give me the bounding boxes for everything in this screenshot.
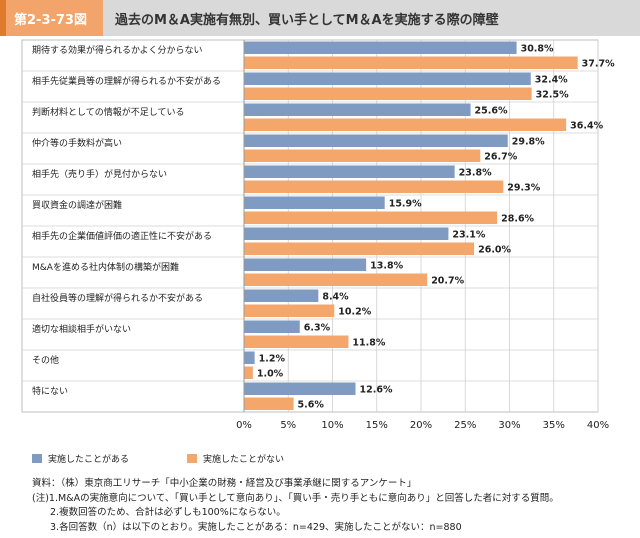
bar-series1 [244, 103, 471, 116]
category-label: 相手先の企業価値評価の適正性に不安がある [32, 230, 212, 242]
bar-series2 [244, 118, 567, 131]
legend-item-series1: 実施したことがある [32, 452, 129, 465]
data-label: 23.1% [452, 230, 485, 241]
data-label: 12.6% [360, 385, 393, 396]
bar-series2 [244, 87, 532, 100]
data-label: 29.8% [512, 137, 545, 148]
figure-title: 過去のM＆A実施有無別、買い手としてM＆Aを実施する際の障壁 [103, 0, 640, 36]
category-label: 特にない [32, 385, 68, 397]
x-tick-label: 35% [543, 420, 565, 431]
x-tick-label: 20% [410, 420, 432, 431]
data-label: 32.5% [536, 90, 569, 101]
data-label: 30.8% [521, 44, 554, 55]
note-source: 資料：（株）東京商工リサーチ「中小企業の財務・経営及び事業承継に関するアンケート… [32, 478, 417, 489]
bar-series2 [244, 397, 294, 410]
figure-header: 第2-3-73図 過去のM＆A実施有無別、買い手としてM＆Aを実施する際の障壁 [0, 0, 640, 36]
bar-chart: 0% 5% 10% 15% 20% 25% 30% 35% 40% 期待する効果が得られるかよく分… [21, 39, 615, 431]
data-label: 26.0% [478, 245, 511, 256]
bar-series1 [244, 227, 449, 240]
data-label: 13.8% [370, 261, 403, 272]
category-label: 期待する効果が得られるかよく分からない [32, 44, 203, 56]
data-label: 28.6% [501, 214, 534, 225]
bar-series1 [244, 41, 517, 54]
bar-series1 [244, 72, 531, 85]
bar-series1 [244, 320, 300, 333]
data-label: 1.2% [259, 354, 286, 365]
x-tick-label: 25% [454, 420, 476, 431]
note-1: (注)1.M&Aの実施意向について、「買い手として意向あり」、「買い手・売り手と… [32, 492, 559, 504]
data-label: 23.8% [459, 168, 492, 179]
figure-number: 第2-3-73図 [0, 0, 103, 36]
data-label: 26.7% [484, 152, 517, 163]
bar-series2 [244, 273, 428, 286]
bar-series1 [244, 351, 255, 364]
bar-series2 [244, 180, 504, 193]
category-label: その他 [32, 354, 59, 366]
bar-series2 [244, 211, 498, 224]
category-label: 自社役員等の理解が得られるか不安がある [32, 292, 203, 304]
x-tick-label: 30% [498, 420, 520, 431]
bar-series2 [244, 242, 475, 255]
category-label: 判断材料としての情報が不足している [32, 106, 184, 118]
data-label: 8.4% [322, 292, 349, 303]
data-label: 10.2% [338, 307, 371, 318]
bar-series1 [244, 165, 455, 178]
legend-label-series2: 実施したことがない [203, 455, 285, 465]
legend-swatch-series2 [187, 454, 198, 463]
bar-series1 [244, 382, 356, 395]
bar-series2 [244, 335, 349, 348]
bar-series2 [244, 366, 253, 379]
data-label: 36.4% [570, 121, 603, 132]
category-label: 仲介等の手数料が高い [32, 137, 122, 149]
source-notes: 資料：（株）東京商工リサーチ「中小企業の財務・経営及び事業承継に関するアンケート… [32, 477, 559, 535]
data-label: 1.0% [257, 369, 284, 380]
data-label: 11.8% [352, 338, 385, 349]
x-tick-label: 40% [587, 420, 609, 431]
data-label: 5.6% [298, 400, 325, 411]
bar-series1 [244, 196, 385, 209]
x-tick-label: 0% [236, 420, 252, 431]
note-3: 3.各回答数（n）は以下のとおり。実施したことがある：n=429、実施したことが… [50, 521, 462, 533]
data-label: 29.3% [507, 183, 540, 194]
data-label: 25.6% [475, 106, 508, 117]
category-label: 買収資金の調達が困難 [32, 199, 122, 211]
bar-series2 [244, 149, 481, 162]
x-tick-label: 10% [321, 420, 343, 431]
legend-label-series1: 実施したことがある [48, 455, 130, 465]
bar-series1 [244, 289, 319, 302]
data-label: 6.3% [304, 323, 331, 334]
data-label: 15.9% [389, 199, 422, 210]
bar-series1 [244, 134, 508, 147]
data-label: 32.4% [535, 75, 568, 86]
x-tick-label: 5% [280, 420, 296, 431]
bar-series2 [244, 304, 335, 317]
category-label: 相手先従業員等の理解が得られるか不安がある [32, 75, 221, 87]
bar-series2 [244, 56, 578, 69]
bar-series1 [244, 258, 367, 271]
legend-swatch-series1 [32, 454, 42, 463]
category-label: M&Aを進める社内体制の構築が困難 [32, 261, 179, 273]
x-tick-label: 15% [366, 420, 388, 431]
chart-legend: 実施したことがある 実施したことがない [32, 452, 342, 465]
data-label: 20.7% [431, 276, 464, 287]
data-label: 37.7% [582, 59, 615, 70]
legend-item-series2: 実施したことがない [187, 452, 284, 465]
category-label: 相手先（売り手）が見付からない [32, 168, 167, 180]
note-2: 2.複数回答のため、合計は必ずしも100%にならない。 [50, 507, 286, 518]
category-label: 適切な相談相手がいない [32, 323, 131, 335]
